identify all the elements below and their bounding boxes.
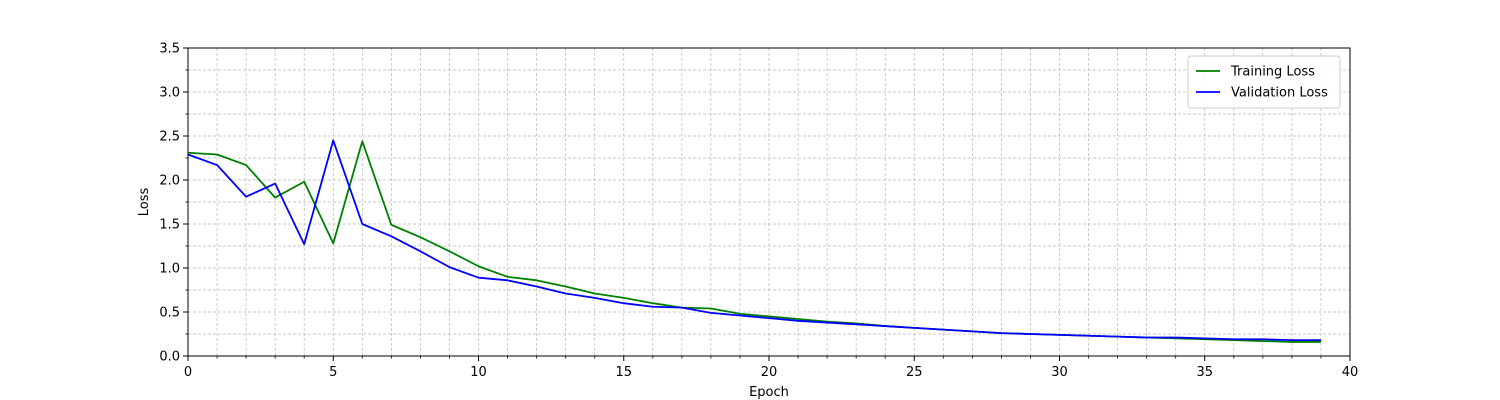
series-line-validation	[187, 139, 1321, 342]
y-axis-label: Loss	[137, 188, 152, 217]
x-tick-label: 30	[1051, 365, 1068, 380]
legend-label: Training Loss	[1230, 65, 1315, 80]
y-tick-label: 3.5	[159, 42, 180, 57]
x-tick-label: 35	[1196, 365, 1213, 380]
x-tick-label: 40	[1342, 365, 1359, 380]
x-tick-label: 25	[906, 365, 923, 380]
axis-ticks: 0 5 10 15 20 25 30 35 40 0.0 0.5 1.0 1.5 2.0 2.5 3.0 3.5	[159, 42, 1358, 381]
x-axis-label: Epoch	[749, 385, 789, 400]
legend-label: Validation Loss	[1231, 86, 1328, 101]
legend-box	[1187, 55, 1341, 109]
y-tick-label: 3.0	[159, 86, 180, 101]
x-tick-label: 15	[615, 365, 632, 380]
x-tick-label: 0	[184, 365, 192, 380]
y-tick-label: 1.5	[159, 218, 180, 233]
legend: Training Loss Validation Loss	[1187, 55, 1341, 109]
y-tick-label: 1.0	[159, 262, 180, 277]
x-tick-label: 20	[761, 365, 778, 380]
y-tick-label: 2.0	[159, 174, 180, 189]
y-tick-label: 0.5	[159, 306, 180, 321]
series-lines	[187, 139, 1321, 343]
y-tick-label: 0.0	[159, 350, 180, 365]
x-tick-label: 5	[329, 365, 337, 380]
y-tick-label: 2.5	[159, 130, 180, 145]
x-tick-label: 10	[470, 365, 487, 380]
